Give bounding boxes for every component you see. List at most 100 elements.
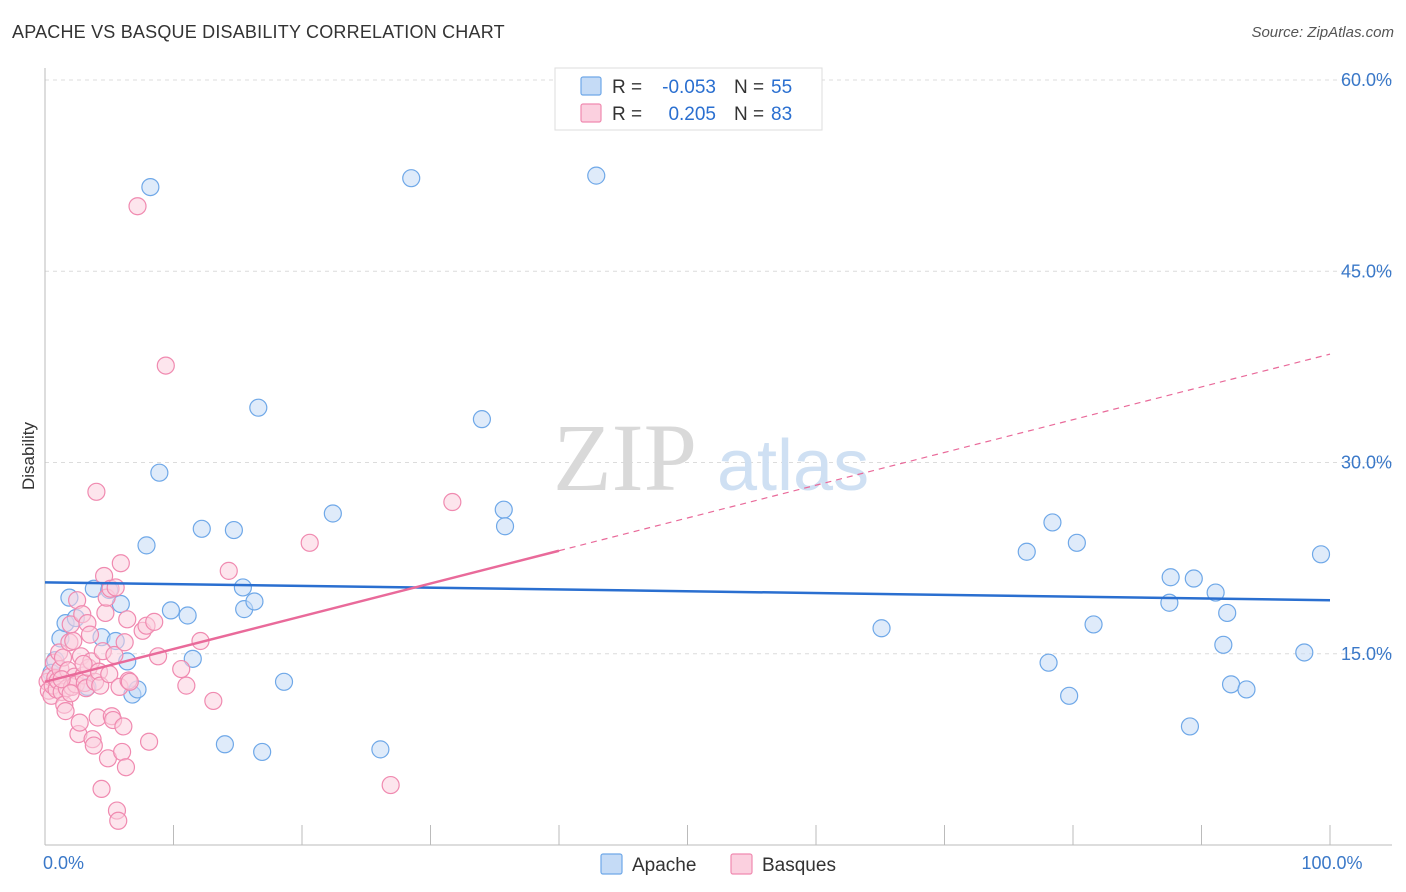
data-point-basques bbox=[84, 736, 103, 755]
legend-n-label: N = bbox=[734, 104, 764, 125]
data-point-apache bbox=[1214, 635, 1233, 654]
data-point-basques bbox=[204, 691, 223, 711]
trend-lines bbox=[44, 353, 1331, 684]
legend-n-label: N = bbox=[734, 77, 764, 98]
legend-n-value-apache: 55 bbox=[771, 77, 792, 98]
data-point-apache bbox=[1043, 513, 1062, 532]
data-point-apache bbox=[495, 517, 515, 536]
data-point-apache bbox=[1161, 568, 1180, 587]
data-point-basques bbox=[177, 676, 196, 695]
data-points bbox=[38, 166, 1331, 830]
series-legend: Apache Basques bbox=[600, 853, 836, 876]
y-axis-title: Disability bbox=[19, 421, 38, 490]
data-point-apache bbox=[323, 504, 342, 523]
data-point-basques bbox=[139, 732, 159, 751]
legend-swatch-apache bbox=[580, 76, 602, 96]
data-point-apache bbox=[245, 592, 264, 611]
data-point-apache bbox=[1084, 615, 1103, 634]
data-point-basques bbox=[80, 625, 100, 644]
data-point-basques bbox=[381, 775, 400, 795]
data-point-apache bbox=[494, 500, 513, 519]
data-point-basques bbox=[106, 578, 125, 597]
data-point-basques bbox=[156, 356, 175, 375]
data-point-apache bbox=[233, 578, 252, 597]
data-point-apache bbox=[183, 649, 202, 668]
legend-label-basques: Basques bbox=[762, 855, 836, 876]
data-point-apache bbox=[472, 410, 491, 429]
trend-line-extension-basques bbox=[558, 353, 1331, 552]
chart-title: APACHE VS BASQUE DISABILITY CORRELATION … bbox=[12, 22, 505, 42]
data-point-apache bbox=[872, 619, 891, 638]
watermark-atlas: atlas bbox=[717, 426, 869, 506]
data-point-basques bbox=[443, 492, 462, 512]
legend-r-label: R = bbox=[612, 104, 642, 125]
data-point-basques bbox=[92, 779, 111, 799]
trend-line-basques bbox=[44, 549, 560, 684]
data-point-apache bbox=[141, 178, 160, 197]
data-point-basques bbox=[111, 554, 130, 573]
data-point-apache bbox=[1237, 680, 1256, 699]
data-point-apache bbox=[274, 672, 294, 691]
data-point-apache bbox=[1017, 542, 1036, 561]
y-tick-label: 60.0% bbox=[1341, 70, 1392, 90]
data-point-apache bbox=[1039, 653, 1058, 672]
legend-r-value-apache: -0.053 bbox=[662, 77, 716, 98]
data-point-basques bbox=[56, 702, 75, 721]
data-point-basques bbox=[115, 633, 134, 652]
data-point-apache bbox=[402, 169, 421, 188]
data-point-apache bbox=[253, 742, 272, 762]
series-apache bbox=[42, 166, 1331, 762]
data-point-basques bbox=[120, 672, 139, 691]
axes: 15.0% 30.0% 45.0% 60.0% 0.0% 100.0% bbox=[43, 68, 1392, 873]
data-point-basques bbox=[116, 758, 136, 777]
data-point-apache bbox=[1184, 569, 1203, 588]
source-credit: Source: ZipAtlas.com bbox=[1251, 24, 1394, 41]
gridlines bbox=[45, 79, 1392, 655]
data-point-basques bbox=[109, 811, 128, 830]
data-point-basques bbox=[172, 659, 191, 679]
legend-swatch-apache bbox=[600, 853, 623, 875]
legend-label-apache: Apache bbox=[632, 855, 696, 876]
x-tick-label: 0.0% bbox=[43, 853, 84, 873]
series-basques bbox=[38, 197, 462, 830]
data-point-apache bbox=[371, 740, 390, 759]
data-point-apache bbox=[192, 519, 211, 538]
data-point-apache bbox=[150, 463, 169, 482]
data-point-basques bbox=[145, 612, 164, 631]
data-point-apache bbox=[1295, 643, 1314, 662]
data-point-apache bbox=[224, 520, 243, 540]
watermark-zip: ZIP bbox=[553, 404, 697, 511]
data-point-apache bbox=[178, 606, 197, 625]
data-point-apache bbox=[249, 398, 268, 417]
correlation-legend: R = -0.053 N = 55 R = 0.205 N = 83 bbox=[554, 67, 823, 131]
data-point-basques bbox=[96, 603, 115, 623]
trend-line-apache bbox=[44, 581, 1331, 602]
data-point-basques bbox=[61, 684, 80, 703]
data-point-basques bbox=[114, 717, 133, 736]
data-point-basques bbox=[70, 713, 89, 732]
x-tick-label: 100.0% bbox=[1301, 853, 1362, 873]
data-point-basques bbox=[87, 482, 106, 501]
data-point-apache bbox=[1180, 717, 1200, 736]
data-point-basques bbox=[118, 610, 137, 629]
data-point-apache bbox=[161, 601, 181, 620]
data-point-basques bbox=[64, 631, 83, 651]
data-point-apache bbox=[1206, 583, 1225, 602]
data-point-apache bbox=[1311, 545, 1331, 564]
data-point-apache bbox=[215, 735, 234, 754]
data-point-apache bbox=[1067, 533, 1086, 552]
y-tick-label: 15.0% bbox=[1341, 644, 1392, 664]
y-tick-label: 30.0% bbox=[1341, 453, 1392, 473]
legend-r-value-basques: 0.205 bbox=[668, 104, 716, 125]
legend-swatch-basques bbox=[580, 103, 602, 123]
data-point-apache bbox=[1221, 675, 1241, 694]
data-point-basques bbox=[112, 742, 132, 762]
data-point-apache bbox=[1218, 603, 1237, 623]
data-point-basques bbox=[219, 561, 238, 580]
data-point-apache bbox=[587, 166, 606, 185]
legend-swatch-basques bbox=[730, 853, 753, 875]
data-point-basques bbox=[300, 533, 319, 552]
legend-n-value-basques: 83 bbox=[771, 104, 792, 125]
data-point-apache bbox=[1060, 686, 1079, 705]
